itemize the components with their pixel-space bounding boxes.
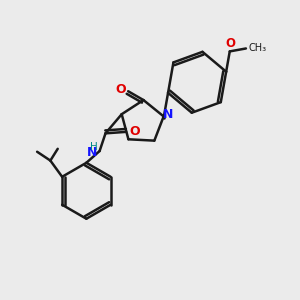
Text: O: O (130, 125, 140, 138)
Text: N: N (163, 108, 173, 122)
Text: O: O (225, 37, 235, 50)
Text: N: N (87, 146, 97, 159)
Text: CH₃: CH₃ (249, 44, 267, 53)
Text: H: H (89, 142, 97, 152)
Text: O: O (115, 83, 126, 96)
